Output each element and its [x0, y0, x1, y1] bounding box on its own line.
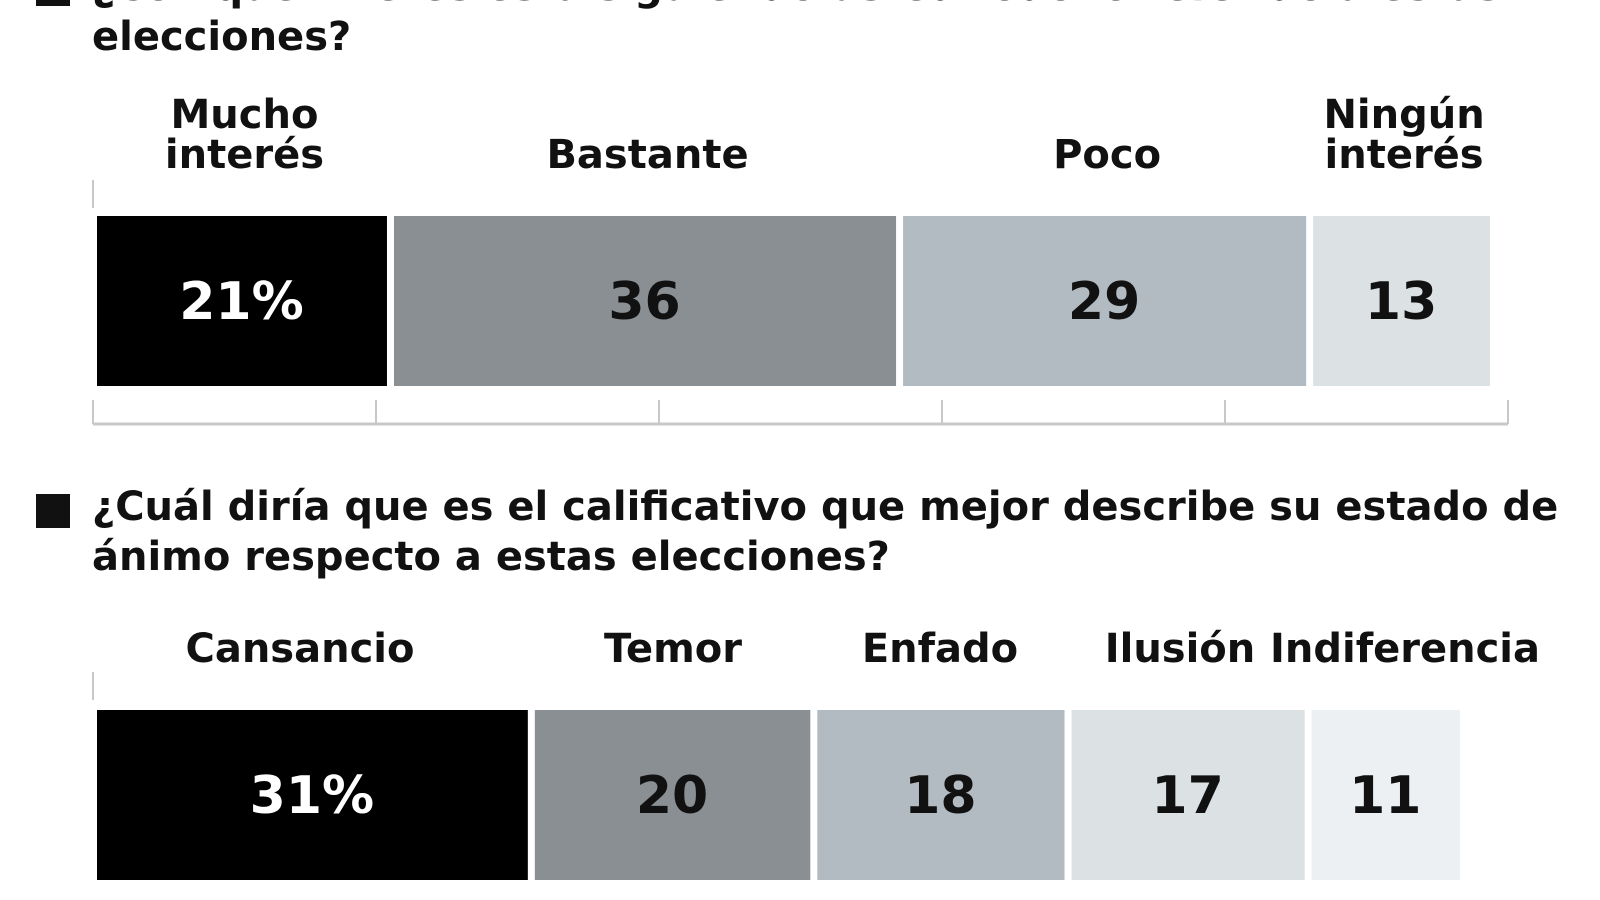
bar-segment-3: [903, 216, 1307, 386]
data-label: 21%: [179, 272, 303, 332]
data-label: 18: [904, 766, 976, 826]
category-label: Ningún: [1323, 92, 1484, 138]
category-label: Enfado: [862, 626, 1018, 672]
bar-segment-5: [1311, 710, 1460, 880]
category-label: Indiferencia: [1270, 626, 1540, 672]
data-label: 36: [608, 272, 680, 332]
question-bullet: [36, 0, 70, 6]
bar-segment-2: [393, 216, 897, 386]
question-bullet: [36, 494, 70, 528]
bar-segment-1: [97, 710, 528, 880]
bar-segment-2: [534, 710, 811, 880]
category-label: interés: [165, 132, 324, 178]
chart-title: ¿Cuál diría que es el calificativo que m…: [92, 484, 1559, 580]
stacked-bar-chart-interest: 21%Muchointerés36Bastante29Poco13Ningúni…: [92, 92, 1509, 426]
category-label: interés: [1325, 132, 1484, 178]
category-label: Bastante: [546, 132, 748, 178]
category-label: Cansancio: [185, 626, 414, 672]
data-label: 11: [1349, 766, 1421, 826]
data-label: 17: [1151, 766, 1223, 826]
data-label: 20: [636, 766, 708, 826]
bar-segment-3: [817, 710, 1065, 880]
bar-segment-1: [97, 216, 387, 386]
data-label: 13: [1365, 272, 1437, 332]
category-label: Poco: [1053, 132, 1161, 178]
bar-segment-4: [1071, 710, 1305, 880]
category-label: Temor: [604, 626, 742, 672]
bar-segment-4: [1313, 216, 1490, 386]
chart-title: ¿Con qué interés está siguiendo usted to…: [92, 0, 1500, 60]
data-label: 31%: [250, 766, 374, 826]
category-label: Mucho: [171, 92, 319, 138]
data-label: 29: [1068, 272, 1140, 332]
category-label: Ilusión: [1105, 626, 1256, 672]
